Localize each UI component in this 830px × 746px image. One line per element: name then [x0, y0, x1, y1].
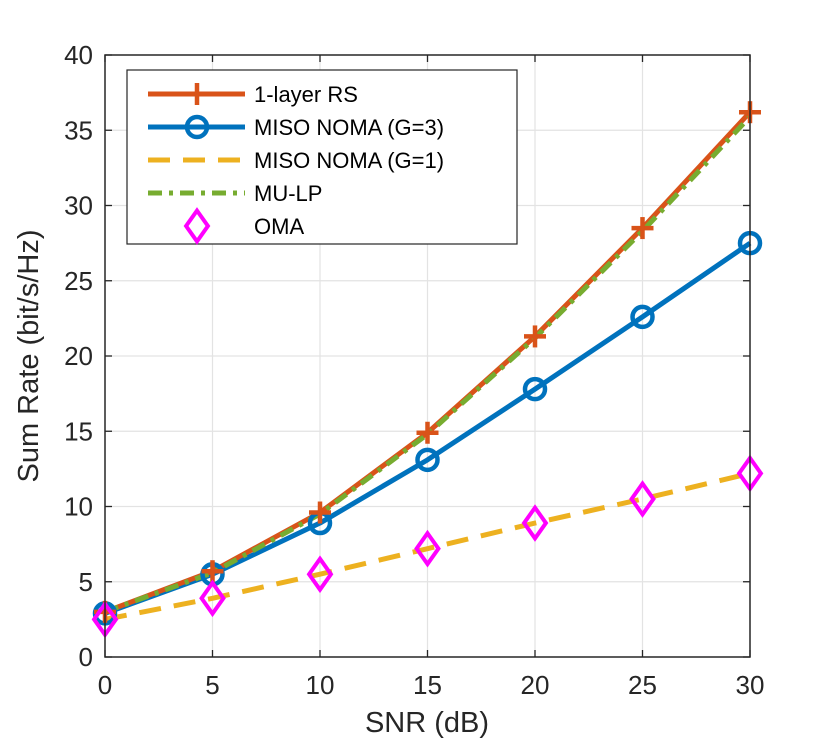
plus-marker — [201, 560, 224, 583]
circle-marker — [415, 447, 440, 473]
y-tick-label: 30 — [64, 191, 93, 221]
legend-entry: MISO NOMA (G=3) — [148, 114, 444, 140]
x-axis-title: SNR (dB) — [365, 707, 489, 739]
y-tick-label: 0 — [79, 642, 93, 672]
legend-diamond-marker — [183, 207, 211, 245]
legend-label: 1-layer RS — [254, 82, 358, 107]
legend-entry: MISO NOMA (G=1) — [148, 148, 444, 173]
y-tick-label: 15 — [64, 416, 93, 446]
y-axis-title: Sum Rate (bit/s/Hz) — [13, 230, 45, 483]
circle-marker — [522, 376, 548, 402]
legend-entry: 1-layer RS — [148, 82, 358, 107]
y-tick-label: 5 — [79, 567, 93, 597]
diamond-marker — [199, 579, 226, 618]
legend-label: OMA — [254, 214, 304, 239]
plus-marker — [524, 325, 546, 348]
y-tick-label: 10 — [64, 492, 93, 522]
circle-marker — [630, 304, 655, 330]
legend: 1-layer RS MISO NOMA (G=3) MISO NOMA (G=1)… — [126, 69, 518, 245]
legend-entry: OMA — [183, 207, 304, 245]
diamond-marker — [306, 555, 334, 594]
x-tick-label: 10 — [306, 670, 335, 700]
y-tick-label: 25 — [64, 266, 93, 296]
y-tick-label: 35 — [64, 115, 93, 145]
legend-circle-marker — [184, 114, 210, 140]
legend-label: MISO NOMA (G=3) — [254, 115, 444, 140]
plus-marker — [631, 217, 654, 240]
ticks: 0 5 10 15 20 25 30 0 5 10 15 20 25 30 35 40 — [64, 40, 764, 700]
x-tick-label: 5 — [205, 670, 219, 700]
x-tick-label: 25 — [628, 670, 657, 700]
x-tick-label: 0 — [98, 670, 112, 700]
y-tick-label: 40 — [64, 40, 93, 70]
legend-label: MISO NOMA (G=1) — [254, 148, 444, 173]
x-tick-label: 15 — [413, 670, 442, 700]
x-tick-label: 30 — [736, 670, 765, 700]
legend-plus-marker — [186, 83, 208, 105]
x-tick-label: 20 — [521, 670, 550, 700]
plus-marker — [309, 501, 331, 524]
legend-entry: MU-LP — [148, 181, 322, 206]
diamond-marker — [414, 529, 441, 568]
plus-marker — [416, 421, 439, 444]
diamond-marker — [629, 480, 656, 518]
legend-label: MU-LP — [254, 181, 322, 206]
y-tick-label: 20 — [64, 341, 93, 371]
series-line-miso-noma-g-1 — [104, 470, 751, 622]
diamond-marker — [521, 504, 549, 542]
